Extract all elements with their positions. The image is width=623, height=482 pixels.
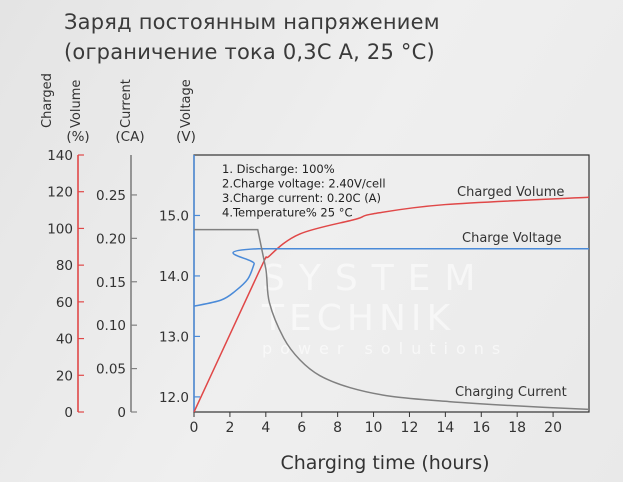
watermark-line2: TECHNIK <box>261 298 455 339</box>
x-tick-label: 10 <box>365 420 383 436</box>
voltage-tick-label: 13.0 <box>159 329 189 345</box>
x-tick-label: 20 <box>544 420 562 436</box>
x-tick-label: 0 <box>190 420 199 436</box>
voltage-axis-unit: (V) <box>176 129 196 145</box>
series-line-charging-current <box>194 228 590 411</box>
watermark-line1: SYSTEM <box>262 258 490 299</box>
current-tick-label: 0.05 <box>96 362 126 378</box>
note-line: 2.Charge voltage: 2.40V/cell <box>222 177 386 191</box>
current-tick-label: 0.25 <box>96 188 126 204</box>
current-tick-label: 0 <box>117 405 126 421</box>
x-axis-label: Charging time (hours) <box>280 452 489 474</box>
volume-tick-label: 80 <box>56 258 73 274</box>
note-line: 1. Discharge: 100% <box>222 162 335 176</box>
x-tick-label: 6 <box>297 420 306 436</box>
volume-axis-unit: (%) <box>66 129 89 145</box>
voltage-tick-label: 12.0 <box>159 390 189 406</box>
x-tick-label: 16 <box>472 420 490 436</box>
note-line: 4.Temperature% 25 °C <box>222 206 352 220</box>
volume-tick-label: 100 <box>47 221 73 237</box>
current-tick-label: 0.20 <box>96 231 126 247</box>
x-tick-label: 18 <box>508 420 526 436</box>
x-tick-label: 12 <box>401 420 419 436</box>
volume-tick-label: 60 <box>56 295 73 311</box>
x-tick-label: 8 <box>333 420 342 436</box>
series-line-charged-volume <box>193 196 590 413</box>
voltage-tick-label: 14.0 <box>159 269 189 285</box>
series-label: Charged Volume <box>457 185 564 200</box>
current-tick-label: 0.15 <box>96 275 126 291</box>
watermark-line3: power solutions <box>262 339 508 358</box>
x-tick-label: 2 <box>225 420 234 436</box>
series-label: Charging Current <box>455 385 567 400</box>
voltage-axis-label: Voltage <box>179 79 194 128</box>
current-axis-unit: (CA) <box>115 129 144 145</box>
volume-tick-label: 0 <box>64 405 73 421</box>
volume-tick-label: 120 <box>47 185 73 201</box>
volume-axis-label: Volume <box>69 80 84 128</box>
volume-tick-label: 20 <box>56 368 73 384</box>
volume-axis-label: Charged <box>40 73 55 128</box>
volume-tick-label: 40 <box>56 332 73 348</box>
x-tick-label: 4 <box>261 420 270 436</box>
volume-tick-label: 140 <box>47 148 73 164</box>
series-line-charge-voltage <box>193 247 589 307</box>
current-tick-label: 0.10 <box>96 318 126 334</box>
series-label: Charge Voltage <box>462 231 562 246</box>
voltage-tick-label: 15.0 <box>159 208 189 224</box>
note-line: 3.Charge current: 0.20C (A) <box>222 191 381 205</box>
current-axis-label: Current <box>119 79 134 128</box>
x-tick-label: 14 <box>436 420 454 436</box>
chart-title-line2: (ограничение тока 0,3С А, 25 °C) <box>64 40 435 64</box>
chart-title-line1: Заряд постоянным напряжением <box>64 10 440 34</box>
